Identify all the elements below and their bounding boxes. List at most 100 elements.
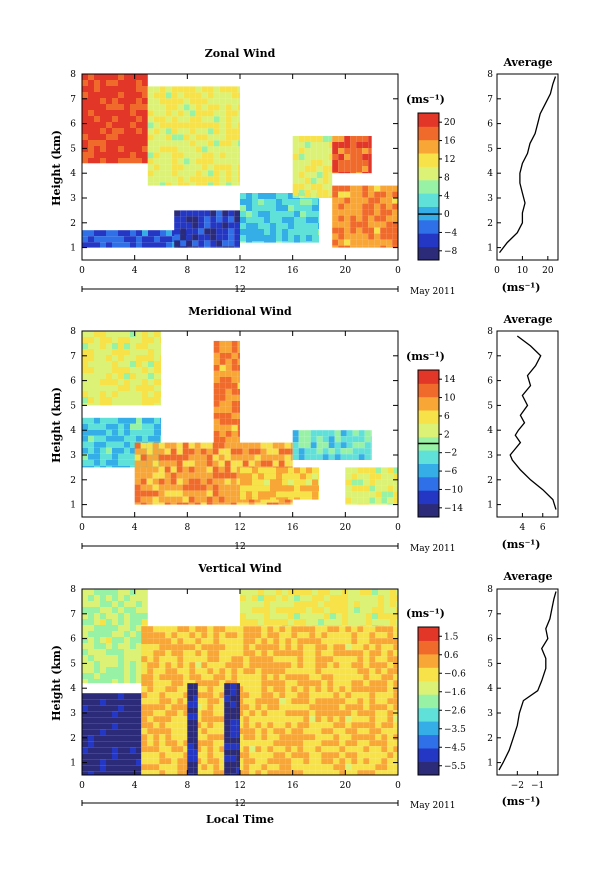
heatmap-cell xyxy=(231,110,238,117)
heatmap-cell xyxy=(195,716,202,723)
heatmap-cell xyxy=(230,689,237,696)
heatmap-cell xyxy=(183,140,190,147)
heatmap-cell xyxy=(237,746,244,753)
heatmap-cell xyxy=(112,435,118,442)
heatmap-cell xyxy=(312,217,318,223)
heatmap-cell xyxy=(159,122,166,129)
heatmap-cell xyxy=(264,497,270,500)
heatmap-cell xyxy=(136,104,142,110)
heatmap-cell xyxy=(100,637,106,643)
heatmap-cell xyxy=(306,199,312,205)
heatmap-cell xyxy=(273,698,280,705)
heatmap-cell xyxy=(141,674,148,681)
heatmap-cell xyxy=(201,128,208,135)
heatmap-cell xyxy=(369,728,376,735)
heatmap-cell xyxy=(124,759,130,766)
heatmap-cell xyxy=(303,770,310,775)
heatmap-cell xyxy=(141,680,148,687)
heatmap-cell xyxy=(106,343,112,349)
heatmap-cell xyxy=(375,662,382,669)
heatmap-cell xyxy=(201,164,208,171)
heatmap-cell xyxy=(183,734,190,741)
heatmap-cell xyxy=(363,650,370,657)
heatmap-cell xyxy=(124,447,130,454)
heatmap-cell xyxy=(285,752,292,759)
heatmap-cell xyxy=(94,331,100,337)
heatmap-cell xyxy=(207,722,214,729)
colorbar-swatch xyxy=(418,423,439,438)
heatmap-cell xyxy=(363,662,370,669)
heatmap-cell xyxy=(100,729,106,736)
heatmap-cell xyxy=(213,152,220,159)
heatmap-cell xyxy=(258,595,264,601)
heatmap-cell xyxy=(141,740,148,747)
heatmap-cell xyxy=(219,346,226,353)
heatmap-cell xyxy=(261,674,268,681)
heatmap-cell xyxy=(130,403,136,406)
heatmap-cell xyxy=(201,116,208,123)
heatmap-cell xyxy=(94,631,100,637)
heatmap-cell xyxy=(249,680,256,687)
heatmap-cell xyxy=(141,668,148,675)
heatmap-cell xyxy=(183,116,190,123)
heatmap-cell xyxy=(88,459,94,466)
heatmap-cell xyxy=(348,595,354,601)
heatmap-cell xyxy=(88,649,94,655)
heatmap-cell xyxy=(183,104,190,111)
y-tick-label: 1 xyxy=(70,501,76,511)
heatmap-cell xyxy=(309,626,316,633)
heatmap-cell xyxy=(228,210,235,217)
heatmap-cell xyxy=(290,460,293,467)
heatmap-cell xyxy=(94,441,100,448)
heatmap-cell xyxy=(393,716,399,723)
heatmap-cell xyxy=(154,385,160,391)
heatmap-cell xyxy=(118,441,124,448)
heatmap-cell xyxy=(186,210,193,217)
heatmap-cell xyxy=(282,235,288,241)
heatmap-cell xyxy=(288,205,294,211)
heatmap-cell xyxy=(356,233,363,240)
heatmap-cell xyxy=(258,619,264,625)
heatmap-cell xyxy=(118,373,124,379)
heatmap-cell xyxy=(387,704,394,711)
heatmap-cell xyxy=(237,752,244,759)
heatmap-cell xyxy=(230,707,237,714)
heatmap-cell xyxy=(112,667,118,673)
heatmap-cell xyxy=(222,228,229,235)
heatmap-cell xyxy=(201,734,208,741)
heatmap-cell xyxy=(136,385,142,391)
heatmap-cell xyxy=(194,460,201,467)
heatmap-cell xyxy=(147,752,154,759)
heatmap-cell xyxy=(243,686,250,693)
heatmap-cell xyxy=(130,146,136,152)
heatmap-cell xyxy=(309,710,316,717)
heatmap-cell xyxy=(236,707,240,714)
heatmap-cell xyxy=(350,136,357,142)
heatmap-cell xyxy=(186,228,193,235)
heatmap-cell xyxy=(348,619,354,625)
heatmap-cell xyxy=(291,638,298,645)
heatmap-cell xyxy=(176,466,183,473)
heatmap-cell xyxy=(370,448,372,455)
heatmap-cell xyxy=(224,755,231,762)
meridional-wind-profile-xlabel: (ms⁻¹) xyxy=(502,538,541,551)
heatmap-cell xyxy=(333,638,340,645)
heatmap-cell xyxy=(100,152,106,158)
profile-y-tick-label: 5 xyxy=(487,401,493,411)
heatmap-cell xyxy=(106,723,112,730)
heatmap-cell xyxy=(88,140,94,146)
heatmap-cell xyxy=(237,116,240,123)
heatmap-cell xyxy=(82,661,88,667)
heatmap-cell xyxy=(158,472,165,479)
heatmap-cell xyxy=(124,637,130,643)
heatmap-cell xyxy=(141,734,148,741)
heatmap-cell xyxy=(231,122,238,129)
heatmap-cell xyxy=(236,689,240,696)
heatmap-cell xyxy=(350,221,357,228)
heatmap-cell xyxy=(368,221,375,228)
heatmap-cell xyxy=(387,734,394,741)
heatmap-cell xyxy=(147,146,154,153)
zonal-wind-date-suffix: May 2011 xyxy=(410,287,455,297)
heatmap-cell xyxy=(386,221,393,228)
